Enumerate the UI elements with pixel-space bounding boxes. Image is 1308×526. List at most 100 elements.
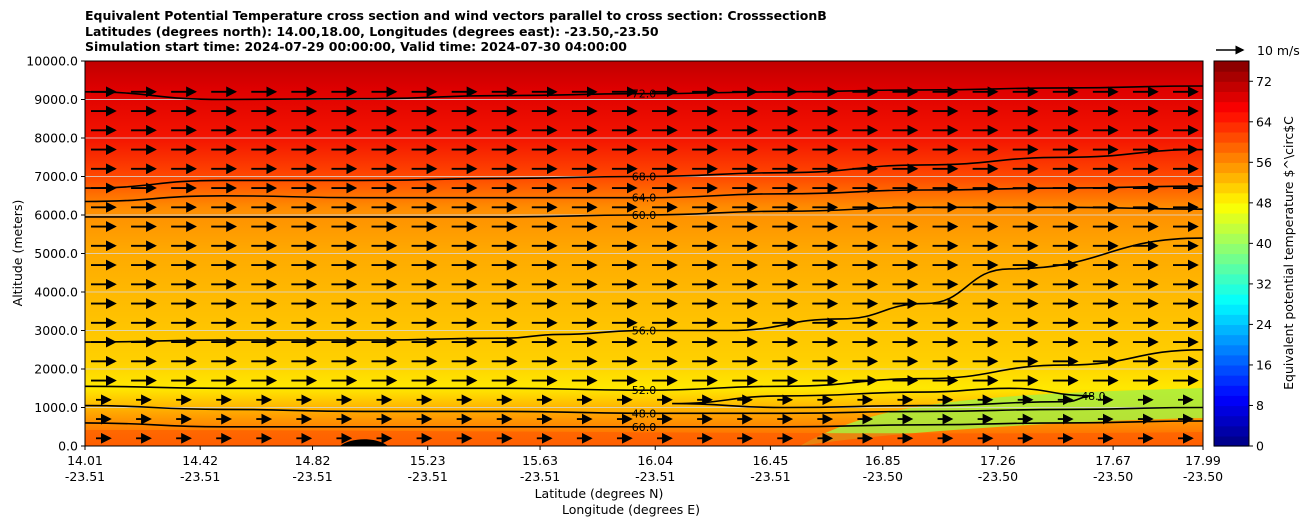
colorbar-swatch: [1214, 121, 1249, 133]
colorbar-swatch: [1214, 111, 1249, 123]
contour-lines: [85, 85, 1203, 428]
contour-line: [85, 349, 1203, 392]
x-tick-label-lat: 17.26: [980, 453, 1016, 468]
contour-label: 60.0: [632, 421, 657, 434]
x-tick-label-lon: -23.51: [65, 469, 105, 484]
colorbar-tick-label: 48: [1256, 195, 1272, 210]
colorbar-swatch: [1214, 435, 1249, 447]
colorbar-swatch: [1214, 385, 1249, 396]
colorbar-tick-label: 56: [1256, 155, 1272, 170]
contour-label: 48.0: [1081, 390, 1106, 403]
colorbar-swatch: [1214, 273, 1249, 285]
contour-label: 64.0: [632, 192, 657, 205]
y-tick-label: 7000.0: [34, 169, 78, 184]
colorbar-swatch: [1214, 81, 1249, 92]
colorbar-swatch: [1214, 314, 1249, 326]
y-tick-label: 4000.0: [34, 285, 78, 300]
colorbar-frame: [1213, 60, 1250, 447]
colorbar-swatch: [1214, 395, 1249, 407]
colorbar-swatch: [1214, 375, 1249, 386]
colorbar-swatch: [1214, 212, 1249, 224]
contour-line: [85, 85, 1203, 101]
y-tick-label: 10000.0: [26, 54, 78, 69]
x-tick-label-lon: -23.51: [750, 469, 790, 484]
x-tick-label-lat: 16.45: [753, 453, 789, 468]
colorbar-tick-label: 72: [1256, 74, 1272, 89]
x-tick-label-lat: 15.63: [522, 453, 558, 468]
colorbar-label: Equivalent potential temperature $^\circ…: [1281, 116, 1296, 390]
x-tick-label-lon: -23.50: [1093, 469, 1133, 484]
contour-label: 60.0: [632, 209, 657, 222]
colorbar-tick-label: 32: [1256, 276, 1272, 291]
colorbar-swatch: [1214, 131, 1249, 143]
quiver-key: 10 m/s: [1216, 43, 1300, 58]
x-tick-label-lat: 14.42: [182, 453, 218, 468]
x-tick-label-lat: 14.82: [295, 453, 331, 468]
y-tick-label: 1000.0: [34, 400, 78, 415]
colorbar-swatch: [1214, 253, 1249, 265]
colorbar-swatch: [1214, 233, 1249, 244]
contour-line: [85, 237, 1203, 343]
colorbar-swatch: [1214, 364, 1249, 376]
colorbar-swatch: [1214, 192, 1249, 204]
y-tick-label: 2000.0: [34, 362, 78, 377]
quiver-key-label: 10 m/s: [1257, 43, 1300, 58]
contour-line: [85, 404, 1203, 415]
y-tick-label: 5000.0: [34, 246, 78, 261]
y-axis-label: Altitude (meters): [10, 200, 25, 307]
y-tick-label: 9000.0: [34, 92, 78, 107]
x-axis-label-lat: Latitude (degrees N): [535, 486, 664, 501]
colorbar-swatch: [1214, 142, 1249, 153]
colorbar-swatch: [1214, 294, 1249, 305]
x-tick-label-lat: 16.04: [637, 453, 673, 468]
y-tick-label: 0.0: [58, 439, 78, 454]
y-axis: 0.0 1000.0 2000.0 3000.0 4000.0 5000.0 6000.0 7…: [26, 54, 85, 454]
x-tick-label-lon: -23.51: [635, 469, 675, 484]
colorbar-swatch: [1214, 304, 1249, 315]
x-tick-label-lat: 16.85: [865, 453, 901, 468]
colorbar-swatch: [1214, 354, 1249, 366]
contour-label: 72.0: [632, 88, 657, 101]
contour-label: 68.0: [632, 171, 657, 184]
colorbar: 0 8 16 24 32 40 48 56 64 72: [1213, 60, 1272, 454]
low-theta-e-region: [800, 388, 1203, 446]
x-axis: 14.01-23.5114.42-23.5114.82-23.5115.23-2…: [65, 446, 1223, 484]
colorbar-swatch: [1214, 182, 1249, 194]
contour-labels: 72.068.064.060.056.052.0 48.048.060.0: [632, 88, 1106, 434]
colorbar-swatch: [1214, 344, 1249, 356]
contour-line: [85, 148, 1203, 189]
y-tick-label: 6000.0: [34, 208, 78, 223]
colorbar-swatch: [1214, 101, 1249, 113]
contour-line: [85, 420, 1203, 428]
x-tick-label-lon: -23.50: [1183, 469, 1223, 484]
colorbar-swatch: [1214, 223, 1249, 234]
colorbar-tick-label: 64: [1256, 114, 1272, 129]
wind-vectors: [91, 86, 1199, 444]
colorbar-swatch: [1214, 334, 1249, 346]
contour-label: 56.0: [632, 325, 657, 338]
colorbar-swatch: [1214, 202, 1249, 214]
colorbar-tick-label: 0: [1256, 439, 1264, 454]
x-tick-label-lat: 15.23: [410, 453, 446, 468]
y-tick-label: 3000.0: [34, 323, 78, 338]
x-tick-label-lon: -23.50: [978, 469, 1018, 484]
colorbar-swatch: [1214, 324, 1249, 336]
chart-title: Equivalent Potential Temperature cross s…: [85, 8, 827, 23]
colorbar-swatch: [1214, 405, 1249, 417]
colorbar-swatch: [1214, 263, 1249, 275]
colorbar-swatch: [1214, 283, 1249, 295]
colorbar-swatch: [1214, 61, 1249, 72]
contour-label: 48.0: [632, 407, 657, 420]
chart-subtitle-2: Simulation start time: 2024-07-29 00:00:…: [85, 39, 627, 54]
plot-area: 72.068.064.060.056.052.0 48.048.060.0: [84, 60, 1204, 447]
x-tick-label-lat: 17.99: [1185, 453, 1221, 468]
chart-subtitle-1: Latitudes (degrees north): 14.00,18.00, …: [85, 23, 659, 39]
colorbar-tick-label: 40: [1256, 236, 1272, 251]
colorbar-swatch: [1214, 71, 1249, 82]
x-tick-label-lon: -23.51: [180, 469, 220, 484]
x-tick-label-lat: 14.01: [67, 453, 103, 468]
colorbar-swatch: [1214, 415, 1249, 427]
x-tick-label-lon: -23.50: [863, 469, 903, 484]
colorbar-tick-label: 16: [1256, 357, 1272, 372]
